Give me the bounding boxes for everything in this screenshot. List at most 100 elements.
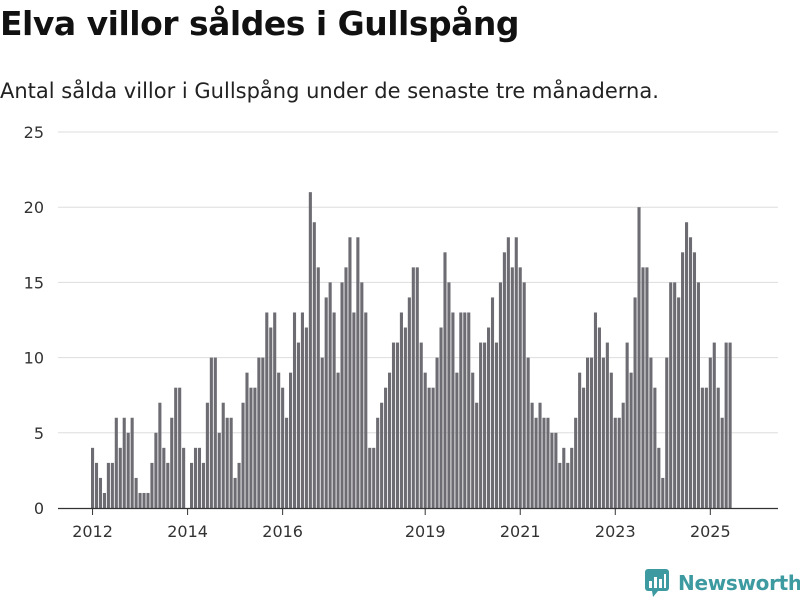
- bar: [459, 312, 463, 508]
- newsworthy-logo: Newsworthy: [644, 568, 800, 598]
- bar: [253, 387, 257, 508]
- bar: [427, 387, 431, 508]
- bar: [300, 312, 304, 508]
- bar: [142, 492, 146, 508]
- bar: [673, 282, 677, 508]
- bar: [308, 192, 312, 508]
- bar: [578, 372, 582, 508]
- x-tick-label: 2012: [72, 522, 113, 541]
- bar: [237, 462, 241, 508]
- bar: [316, 267, 320, 508]
- bar: [419, 342, 423, 508]
- value-annotation: 11: [731, 0, 753, 5]
- x-tick-label: 2021: [500, 522, 541, 541]
- bar: [261, 357, 265, 508]
- chart-title: Elva villor såldes i Gullspång: [0, 4, 520, 43]
- bar: [490, 297, 495, 508]
- bar: [728, 342, 732, 508]
- bar: [376, 417, 380, 508]
- bar: [170, 417, 174, 508]
- bar: [645, 267, 649, 508]
- bar: [688, 237, 693, 508]
- bar: [213, 357, 217, 508]
- bar: [94, 462, 99, 508]
- bar: [324, 297, 328, 508]
- bar: [593, 312, 598, 508]
- bar: [586, 357, 590, 508]
- bar: [241, 402, 245, 508]
- bar: [356, 237, 360, 508]
- bar: [245, 372, 249, 508]
- bar: [431, 387, 435, 508]
- bar: [613, 417, 617, 508]
- bar: [201, 462, 205, 508]
- bar: [681, 252, 685, 508]
- bar: [665, 357, 669, 508]
- bar: [439, 327, 443, 508]
- bar: [494, 342, 499, 508]
- bar: [257, 357, 261, 508]
- bar: [597, 327, 601, 508]
- bar: [546, 417, 550, 508]
- bar: [661, 477, 665, 508]
- bar: [380, 402, 384, 508]
- bar: [106, 462, 110, 508]
- y-axis-labels: 0 5 10 15 20 25: [24, 123, 44, 518]
- bar: [641, 267, 645, 508]
- bar: [158, 402, 162, 508]
- bar: [146, 492, 150, 508]
- bar: [407, 297, 411, 508]
- bar: [233, 477, 237, 508]
- bar: [403, 327, 407, 508]
- bar: [348, 237, 352, 508]
- bar: [700, 387, 704, 508]
- bar: [178, 387, 182, 508]
- bar: [277, 372, 281, 508]
- bar: [542, 417, 546, 508]
- bar: [110, 462, 114, 508]
- bar: [712, 342, 716, 508]
- bar: [574, 417, 578, 508]
- bar: [685, 222, 689, 509]
- bar: [498, 282, 502, 508]
- x-tick-label: 2023: [595, 522, 636, 541]
- y-tick-label: 25: [24, 123, 44, 142]
- bar: [340, 282, 344, 508]
- bar: [391, 342, 396, 508]
- bar: [312, 222, 316, 509]
- bar: [570, 447, 574, 508]
- bar: [605, 342, 609, 508]
- bar: [98, 477, 103, 508]
- bar: [522, 282, 526, 508]
- y-tick-label: 20: [24, 198, 44, 217]
- bar: [292, 312, 297, 508]
- bar: [657, 447, 661, 508]
- bar: [708, 357, 712, 508]
- bar: [225, 417, 229, 508]
- bar: [696, 282, 700, 508]
- bar: [589, 357, 594, 508]
- y-tick-label: 0: [34, 499, 44, 518]
- y-tick-label: 5: [34, 424, 44, 443]
- annotations: 11: [731, 0, 753, 5]
- bar: [269, 327, 273, 508]
- bar: [395, 342, 400, 508]
- bar: [415, 267, 419, 508]
- bar: [629, 372, 633, 508]
- bar: [273, 312, 277, 508]
- bar: [566, 462, 570, 508]
- bar: [320, 357, 324, 508]
- bar: [126, 432, 130, 508]
- bar: [582, 387, 586, 508]
- bar: [388, 372, 392, 508]
- bar: [102, 492, 106, 508]
- bar: [558, 462, 562, 508]
- bar: [296, 342, 301, 508]
- bar: [649, 357, 653, 508]
- bar: [447, 282, 451, 508]
- bar: [455, 372, 459, 508]
- bar: [443, 252, 447, 508]
- bar: [423, 372, 427, 508]
- bar: [451, 312, 455, 508]
- bar: [625, 342, 629, 508]
